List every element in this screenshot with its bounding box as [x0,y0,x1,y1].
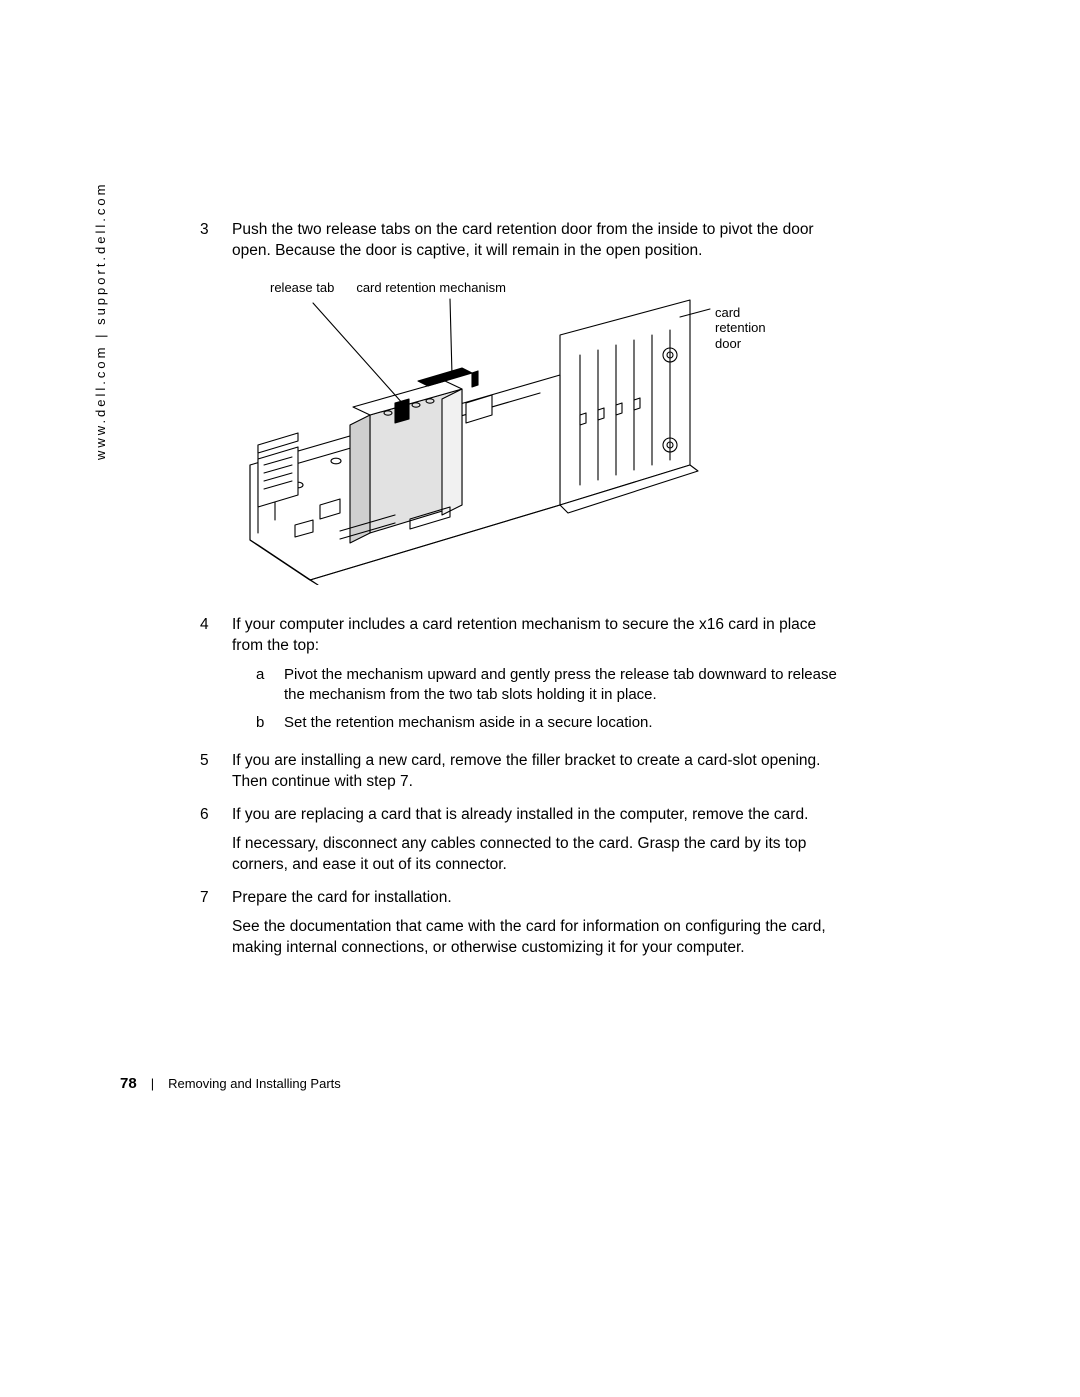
step-6: 6 If you are replacing a card that is al… [200,805,840,876]
step-7-text: Prepare the card for installation. [232,889,452,906]
label-mechanism: card retention mechanism [356,280,506,295]
step-4-text: If your computer includes a card retenti… [232,616,816,654]
diagram-top-labels: release tab card retention mechanism [270,280,800,295]
substep-a: a Pivot the mechanism upward and gently … [256,665,840,706]
diagram-stage: card retention door [240,295,800,585]
step-3: 3 Push the two release tabs on the card … [200,220,840,262]
page-number: 78 [120,1075,137,1092]
footer-separator: | [151,1076,154,1091]
step-number: 4 [200,615,232,636]
sub-text: Set the retention mechanism aside in a s… [284,713,840,733]
section-title: Removing and Installing Parts [168,1076,341,1091]
step-number: 5 [200,751,232,772]
step-text: If your computer includes a card retenti… [232,615,840,740]
step-number: 6 [200,805,232,826]
substep-b: b Set the retention mechanism aside in a… [256,713,840,733]
step-text: If you are installing a new card, remove… [232,751,840,793]
content-area: 3 Push the two release tabs on the card … [200,220,840,971]
page: www.dell.com | support.dell.com 3 Push t… [0,0,1080,1397]
diagram-block: release tab card retention mechanism car… [240,280,800,585]
step-7-extra: See the documentation that came with the… [232,917,840,959]
step-text: Push the two release tabs on the card re… [232,220,840,262]
label-door-line1: card [715,305,740,320]
sub-text: Pivot the mechanism upward and gently pr… [284,665,840,706]
step-number: 7 [200,888,232,909]
label-door-line2: retention [715,320,766,335]
step-4: 4 If your computer includes a card reten… [200,615,840,740]
label-door-line3: door [715,336,741,351]
step-number: 3 [200,220,232,241]
step-6-text: If you are replacing a card that is alre… [232,806,808,823]
step-6-extra: If necessary, disconnect any cables conn… [232,834,840,876]
step-5: 5 If you are installing a new card, remo… [200,751,840,793]
sub-letter: b [256,713,284,733]
step-text: If you are replacing a card that is alre… [232,805,840,876]
step-text: Prepare the card for installation. See t… [232,888,840,959]
sidebar-url: www.dell.com | support.dell.com [93,182,108,460]
sub-letter: a [256,665,284,685]
label-door: card retention door [715,305,766,352]
label-release-tab: release tab [270,280,334,295]
step-7: 7 Prepare the card for installation. See… [200,888,840,959]
page-footer: 78 | Removing and Installing Parts [120,1075,341,1092]
